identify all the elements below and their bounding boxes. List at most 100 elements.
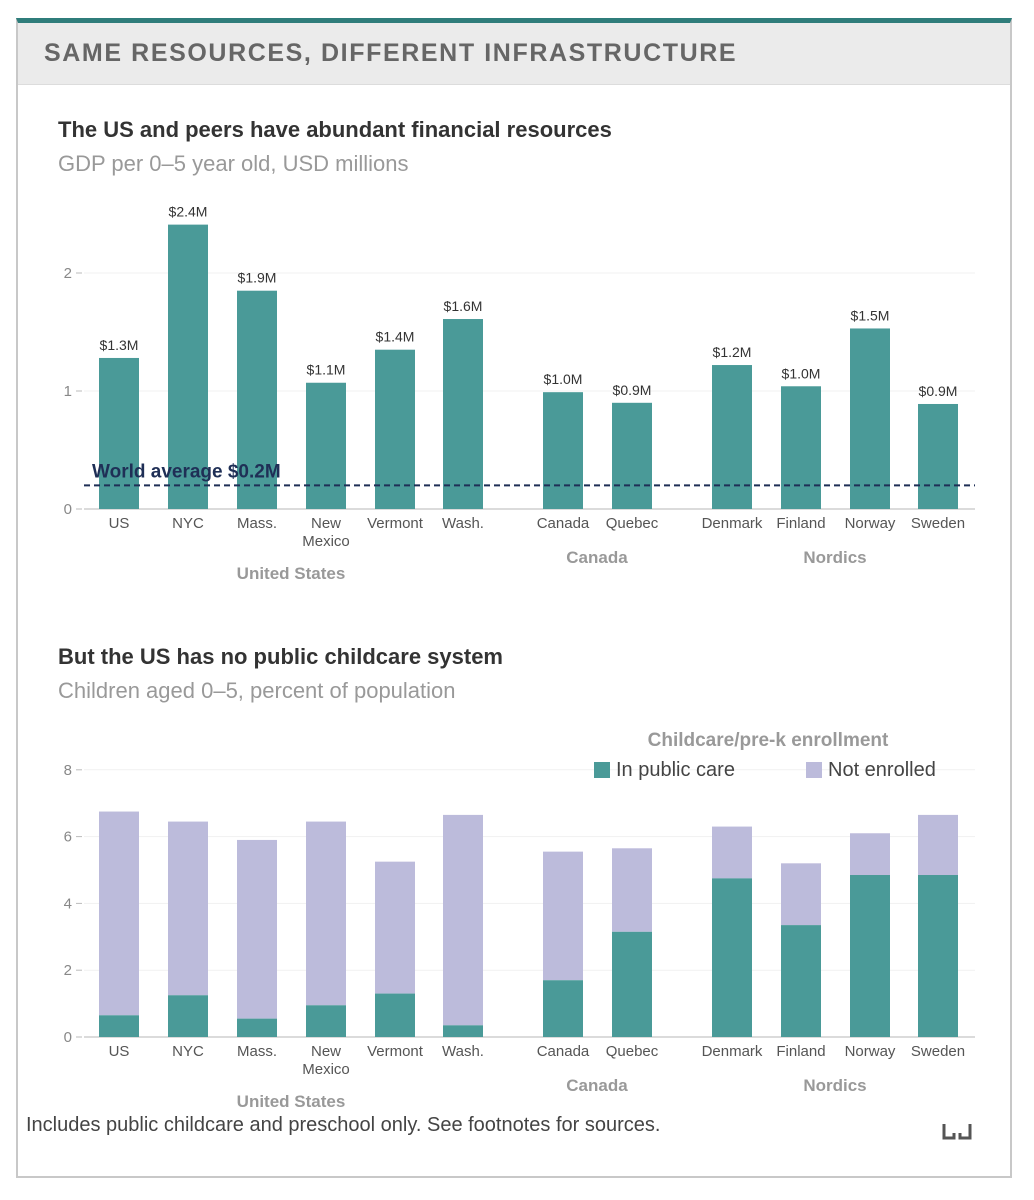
chart2-xtick-label: Finland (776, 1043, 825, 1060)
chart2-xtick-label: US (109, 1043, 130, 1060)
chart2-group-label: United States (237, 1092, 346, 1111)
bar-public-care-finland (781, 925, 821, 1037)
chart2-title: But the US has no public childcare syste… (58, 644, 503, 669)
chart1-ytick-label: 0 (64, 501, 72, 518)
legend-swatch-not-enrolled (806, 762, 822, 778)
data-label-mass: $1.9M (238, 270, 277, 286)
chart2-subtitle: Children aged 0–5, percent of population (58, 678, 456, 703)
chart2-xtick-label: NYC (172, 1043, 204, 1060)
chart2-xtick-label: Norway (845, 1043, 896, 1060)
chart1-xtick-label: Mass. (237, 515, 277, 532)
bar-public-care-canada (543, 980, 583, 1037)
data-label-new-mexico: $1.1M (307, 362, 346, 378)
chart1-group-label: United States (237, 564, 346, 583)
bar-not-enrolled-vermont (375, 861, 415, 994)
chart2-group-label: Nordics (803, 1076, 866, 1095)
chart2-plot: 0 2 4 6 8 US NYC Mass. New Mexico Vermont Wash. Cana… (64, 762, 975, 1111)
chart2-ytick-label: 0 (64, 1029, 72, 1046)
bar-wash (443, 319, 483, 509)
bar-public-care-vermont (375, 993, 415, 1037)
chart1-ytick-label: 2 (64, 265, 72, 282)
bar-canada (543, 392, 583, 509)
chart2-xtick-label: Quebec (606, 1043, 659, 1060)
bar-not-enrolled-quebec (612, 848, 652, 932)
chart2-ytick-label: 4 (64, 895, 72, 912)
chart2-ytick-label: 6 (64, 829, 72, 846)
bar-quebec (612, 402, 652, 509)
bar-vermont (375, 349, 415, 509)
chart1-xtick-label: Canada (537, 515, 590, 532)
chart2-xtick-label: Mass. (237, 1043, 277, 1060)
bar-not-enrolled-new-mexico (306, 821, 346, 1006)
bar-nyc (168, 224, 208, 509)
bar-not-enrolled-denmark (712, 826, 752, 879)
world-average-label: World average $0.2M (92, 461, 281, 482)
bar-not-enrolled-norway (850, 833, 890, 876)
chart1-plot: 0 1 2 $1.3M $2.4M $1.9M $1.1M $1.4M $1.6M $1.0M $0… (64, 204, 975, 583)
bar-not-enrolled-nyc (168, 821, 208, 996)
chart1-xtick-label: New Mexico (302, 515, 350, 550)
card-header: SAME RESOURCES, DIFFERENT INFRASTRUCTURE (18, 23, 1010, 85)
chart2-xtick-label: Wash. (442, 1043, 484, 1060)
legend-title: Childcare/pre-k enrollment (648, 730, 889, 751)
bar-norway (850, 328, 890, 509)
data-label-finland: $1.0M (782, 365, 821, 381)
chart2-xtick-label: New Mexico (302, 1043, 350, 1078)
data-label-vermont: $1.4M (376, 329, 415, 345)
bar-public-care-nyc (168, 995, 208, 1037)
bar-finland (781, 386, 821, 509)
chart1-xtick-label: US (109, 515, 130, 532)
bar-not-enrolled-us (99, 811, 139, 1016)
data-label-wash: $1.6M (444, 298, 483, 314)
bar-not-enrolled-wash (443, 814, 483, 1026)
data-label-nyc: $2.4M (169, 204, 208, 220)
bar-public-care-wash (443, 1025, 483, 1037)
chart1-xtick-label: NYC (172, 515, 204, 532)
bar-public-care-new-mexico (306, 1005, 346, 1037)
bar-not-enrolled-sweden (918, 814, 958, 876)
chart1-xtick-label: Denmark (702, 515, 763, 532)
bar-denmark (712, 365, 752, 509)
bar-public-care-us (99, 1015, 139, 1037)
chart1-xtick-label: Sweden (911, 515, 965, 532)
chart2-xtick-label: Denmark (702, 1043, 763, 1060)
chart1-group-label: Canada (566, 548, 628, 567)
data-label-norway: $1.5M (851, 307, 890, 323)
bar-us (99, 357, 139, 509)
bar-not-enrolled-canada (543, 851, 583, 981)
bar-not-enrolled-mass (237, 839, 277, 1019)
data-label-denmark: $1.2M (713, 344, 752, 360)
data-label-quebec: $0.9M (613, 382, 652, 398)
card-title: SAME RESOURCES, DIFFERENT INFRASTRUCTURE (44, 39, 738, 67)
chart1-xtick-label: Vermont (367, 515, 424, 532)
chart1-xtick-label: Norway (845, 515, 896, 532)
chart2-xtick-label: Vermont (367, 1043, 424, 1060)
legend-label-public-care: In public care (616, 759, 735, 781)
bar-public-care-mass (237, 1018, 277, 1037)
chart2-ytick-label: 8 (64, 762, 72, 779)
bar-sweden (918, 403, 958, 509)
chart2-group-label: Canada (566, 1076, 628, 1095)
chart2-xtick-label: Sweden (911, 1043, 965, 1060)
data-label-sweden: $0.9M (919, 383, 958, 399)
bar-public-care-sweden (918, 875, 958, 1037)
bar-public-care-norway (850, 875, 890, 1037)
chart1-xtick-label: Wash. (442, 515, 484, 532)
chart1-subtitle: GDP per 0–5 year old, USD millions (58, 151, 409, 176)
data-label-canada: $1.0M (544, 371, 583, 387)
chart2-ytick-label: 2 (64, 962, 72, 979)
bar-not-enrolled-finland (781, 863, 821, 926)
bar-public-care-quebec (612, 931, 652, 1037)
footnote: Includes public childcare and preschool … (26, 1114, 661, 1136)
chart1-xtick-label: Finland (776, 515, 825, 532)
bar-new-mexico (306, 382, 346, 509)
chart1-title: The US and peers have abundant financial… (58, 117, 612, 142)
publisher-logo-icon (942, 1124, 972, 1140)
chart2-xtick-label: Canada (537, 1043, 590, 1060)
bar-public-care-denmark (712, 878, 752, 1037)
bar-mass (237, 290, 277, 509)
chart1-group-label: Nordics (803, 548, 866, 567)
chart1-xtick-label: Quebec (606, 515, 659, 532)
legend-swatch-public-care (594, 762, 610, 778)
